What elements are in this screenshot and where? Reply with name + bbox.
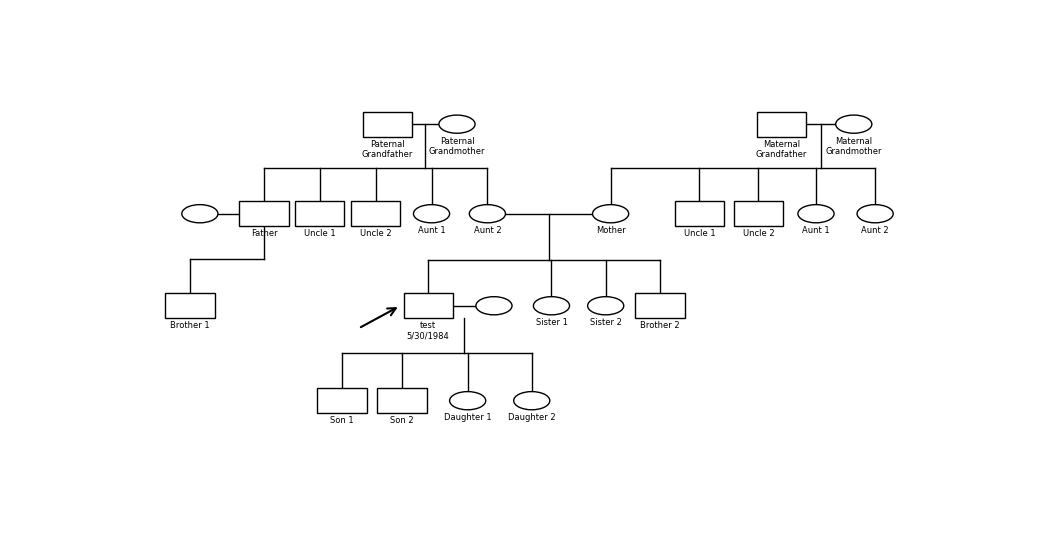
Circle shape [593,205,629,223]
Text: Sister 1: Sister 1 [535,318,567,327]
Text: Uncle 2: Uncle 2 [743,229,774,239]
Circle shape [439,115,475,133]
Circle shape [533,297,569,315]
Circle shape [798,205,834,223]
Text: test
5/30/1984: test 5/30/1984 [407,322,449,341]
Circle shape [514,392,550,410]
Circle shape [449,392,485,410]
Bar [734,202,783,226]
Bar [757,112,807,137]
Bar [240,202,288,226]
Text: Aunt 2: Aunt 2 [862,226,889,235]
Circle shape [587,297,623,315]
Bar [363,112,411,137]
Text: Daughter 2: Daughter 2 [508,413,555,422]
Bar [165,293,214,318]
Circle shape [413,205,449,223]
Bar [404,293,453,318]
Circle shape [182,205,218,223]
Bar [317,388,367,413]
Text: Daughter 1: Daughter 1 [444,413,492,422]
Text: Brother 2: Brother 2 [640,322,679,331]
Bar [295,202,344,226]
Circle shape [835,115,871,133]
Text: Mother: Mother [596,226,625,235]
Text: Brother 1: Brother 1 [171,322,210,331]
Text: Uncle 2: Uncle 2 [359,229,391,239]
Circle shape [476,297,512,315]
Circle shape [470,205,506,223]
Text: Maternal
Grandfather: Maternal Grandfather [756,140,807,159]
Text: Paternal
Grandmother: Paternal Grandmother [428,137,485,156]
Bar [377,388,426,413]
Text: Maternal
Grandmother: Maternal Grandmother [826,137,882,156]
Text: Uncle 1: Uncle 1 [684,229,716,239]
Text: Uncle 1: Uncle 1 [304,229,336,239]
Text: Aunt 2: Aunt 2 [474,226,501,235]
Bar [635,293,685,318]
Text: Father: Father [250,229,278,239]
Circle shape [858,205,894,223]
Text: Aunt 1: Aunt 1 [418,226,445,235]
Text: Son 2: Son 2 [390,416,413,426]
Text: Aunt 1: Aunt 1 [802,226,830,235]
Text: Paternal
Grandfather: Paternal Grandfather [361,140,412,159]
Text: Sister 2: Sister 2 [589,318,621,327]
Bar [351,202,401,226]
Bar [674,202,724,226]
Text: Son 1: Son 1 [330,416,354,426]
